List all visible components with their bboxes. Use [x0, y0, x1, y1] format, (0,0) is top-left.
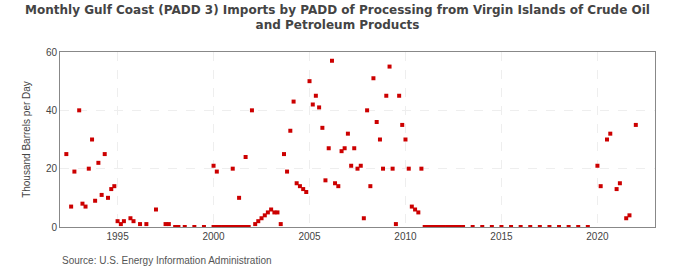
svg-text:2000: 2000	[202, 231, 225, 242]
svg-text:Source: U.S. Energy Informatio: Source: U.S. Energy Information Administ…	[62, 255, 272, 266]
svg-text:2005: 2005	[298, 231, 321, 242]
svg-text:2015: 2015	[490, 231, 513, 242]
svg-text:Thousand Barrels per Day: Thousand Barrels per Day	[21, 81, 32, 198]
svg-text:20: 20	[46, 163, 58, 174]
svg-text:40: 40	[46, 105, 58, 116]
svg-text:1995: 1995	[106, 231, 129, 242]
svg-text:Monthly Gulf Coast (PADD 3) Im: Monthly Gulf Coast (PADD 3) Imports by P…	[25, 3, 650, 33]
svg-text:60: 60	[46, 47, 58, 58]
svg-text:2020: 2020	[586, 231, 609, 242]
svg-text:0: 0	[51, 222, 57, 233]
svg-text:2010: 2010	[394, 231, 417, 242]
